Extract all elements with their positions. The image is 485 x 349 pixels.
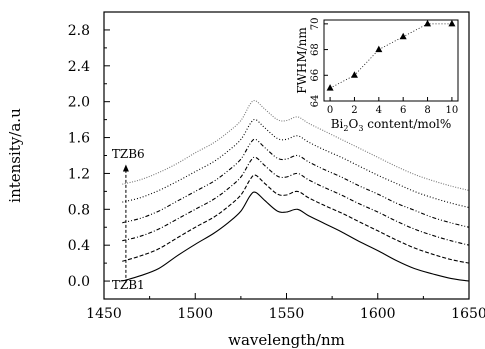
y-tick-label: 1.2 bbox=[68, 166, 90, 182]
inset-marker bbox=[350, 71, 358, 78]
x-tick-label: 1650 bbox=[451, 306, 485, 322]
arrow-head bbox=[122, 164, 129, 172]
inset-y-tick-label: 64 bbox=[310, 95, 321, 108]
y-tick-label: 0.4 bbox=[68, 238, 90, 254]
inset-y-tick-label: 68 bbox=[310, 43, 321, 56]
y-tick-label: 2.8 bbox=[68, 23, 90, 39]
main-plot: 1450 1500 1550 1600 1650 0.0 0.4 0.8 1.2 1.6 2.0 2.… bbox=[6, 11, 485, 349]
y-tick-label: 0.8 bbox=[68, 202, 90, 218]
inset-x-tick-label: 2 bbox=[351, 105, 357, 116]
series-line-5 bbox=[122, 118, 470, 209]
inset-marker bbox=[326, 84, 334, 91]
inset-y-tick-label: 70 bbox=[310, 17, 321, 30]
inset-x-tick-label: 4 bbox=[376, 105, 382, 116]
inset-y-axis-label: FWHM/nm bbox=[295, 27, 309, 94]
inset-x-tick-label: 8 bbox=[424, 105, 430, 116]
y-axis-label: intensity/a.u bbox=[6, 108, 24, 203]
inset-x-axis-label: Bi2O3 content/mol% bbox=[331, 117, 452, 133]
inset-marker bbox=[424, 19, 432, 27]
inset-x-tick-label: 10 bbox=[446, 105, 459, 116]
y-tick-label: 2.4 bbox=[68, 59, 90, 75]
series-line-1 bbox=[122, 191, 470, 282]
inset-marker bbox=[399, 32, 407, 40]
inset-x-tick-label: 0 bbox=[327, 105, 333, 116]
series-annotation: TZB1 bbox=[112, 278, 145, 292]
series-line-6 bbox=[122, 100, 470, 192]
inset-marker bbox=[375, 45, 383, 53]
y-tick-label: 0.0 bbox=[68, 274, 90, 290]
series-line-4 bbox=[122, 138, 470, 228]
y-tick-label: 2.0 bbox=[68, 95, 90, 111]
x-tick-label: 1550 bbox=[269, 306, 305, 322]
y-tick-label: 1.6 bbox=[68, 131, 90, 147]
x-axis-label: wavelength/nm bbox=[228, 331, 345, 349]
series-annotation: TZB6 bbox=[112, 147, 145, 161]
inset-frame bbox=[323, 19, 459, 102]
series-line-3 bbox=[122, 156, 470, 246]
series-line-2 bbox=[122, 174, 470, 264]
x-tick-label: 1500 bbox=[177, 306, 213, 322]
x-tick-label: 1450 bbox=[86, 306, 122, 322]
inset-x-tick-label: 6 bbox=[400, 105, 406, 116]
inset-marker bbox=[448, 19, 456, 27]
inset-y-tick-label: 66 bbox=[310, 69, 321, 82]
x-tick-label: 1600 bbox=[360, 306, 396, 322]
